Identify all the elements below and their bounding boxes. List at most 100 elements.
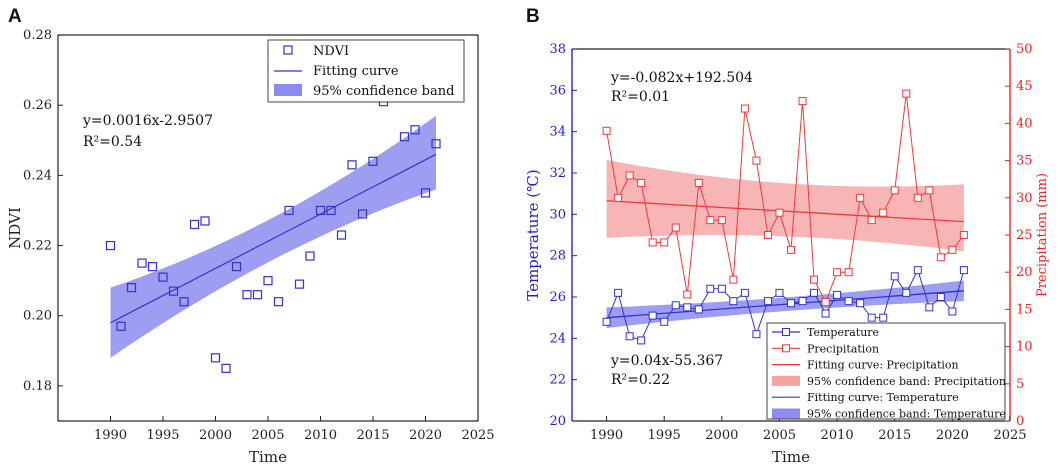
ndvi-point-2011 [326,205,336,216]
temperature-point-1994 [648,311,657,320]
ndvi-point-2003 [242,290,252,300]
temperature-point-2005 [775,288,784,297]
ndvi-point-2020 [420,188,431,198]
precipitation-point-2018 [925,186,934,195]
y-tick-label-a: 0.28 [23,28,52,43]
temperature-point-2004 [763,297,772,306]
precipitation-point-2017 [913,193,922,202]
x-tick-label-a: 2000 [199,428,232,443]
precipitation-point-1993 [637,178,646,187]
precipitation-point-1995 [660,238,669,247]
y-left-tick-label-b: 32 [549,166,566,181]
y-left-tick-label-b: 20 [549,414,566,429]
legend-label-b-3: 95% confidence band: Precipitation [807,375,1006,388]
ndvi-point-1994 [147,262,158,272]
y-right-tick-label-b: 35 [1016,154,1033,169]
y-left-tick-label-b: 26 [549,290,566,305]
precipitation-point-2010 [833,268,842,277]
temperature-point-1992 [625,332,634,341]
confidence-band-a [110,115,436,358]
temperature-point-2015 [890,272,899,281]
temperature-point-2017 [913,266,922,275]
x-tick-label-a: 2015 [356,428,389,443]
precipitation-point-2003 [752,156,761,165]
y-right-tick-label-b: 50 [1016,42,1033,57]
y-right-tick-label-b: 25 [1016,228,1033,243]
precipitation-point-2016 [902,89,911,98]
precipitation-point-2005 [775,208,784,217]
temperature-point-2018 [925,303,934,312]
y-left-tick-label-b: 24 [549,331,566,346]
temperature-point-1991 [614,288,623,297]
ndvi-point-2006 [273,297,284,307]
x-tick-label-b: 1995 [648,428,681,443]
ndvi-point-2002 [231,262,242,272]
temperature-point-1993 [637,336,646,345]
y-tick-label-a: 0.18 [23,379,52,394]
x-axis-label-a: Time [249,448,287,466]
ndvi-point-2013 [347,160,357,170]
r2-a: R²=0.54 [83,134,142,150]
y-right-tick-label-b: 0 [1016,414,1024,429]
precipitation-point-2013 [867,216,876,225]
temperature-point-2020 [948,307,957,316]
temperature-point-2003 [752,330,761,339]
fit-line-temperature [606,290,964,319]
ndvi-point-2015 [368,156,378,166]
temperature-point-2002 [740,288,749,297]
temperature-point-2012 [856,299,865,308]
chart-b-climate: 1990 1995 2000 2005 2010 2015 2020 202520222426… [524,42,1050,466]
x-tick-label-a: 2025 [461,428,494,443]
temperature-point-2021 [959,266,968,275]
y-left-tick-label-b: 34 [549,125,566,140]
y-left-axis-label-b: Temperature (℃) [524,169,542,301]
x-tick-label-b: 2000 [705,428,738,443]
y-right-tick-label-b: 20 [1016,265,1033,280]
legend-label-b-5: 95% confidence band: Temperature [807,408,1006,421]
x-axis-label-b: Time [772,448,810,466]
y-right-tick-label-b: 40 [1016,116,1033,131]
y-right-tick-label-b: 45 [1016,79,1033,94]
temperature-point-1998 [694,305,703,314]
x-tick-label-a: 2020 [409,428,442,443]
y-left-tick-label-b: 28 [549,249,566,264]
equation-precipitation: y=-0.082x+192.504 [610,70,753,86]
precipitation-point-1991 [614,193,623,202]
legend-label-ndvi: NDVI [313,44,349,59]
precipitation-point-2006 [787,245,795,254]
legend-square-b-1 [782,344,790,353]
precipitation-point-2000 [717,216,726,225]
temperature-point-2001 [729,297,738,306]
r2-precipitation: R²=0.01 [611,89,670,105]
ndvi-point-1991 [116,321,126,331]
legend-marker-ndvi [283,45,293,55]
y-tick-label-a: 0.24 [23,168,52,183]
legend-label-b-4: Fitting curve: Temperature [807,391,959,404]
legend-label-band: 95% confidence band [313,84,454,99]
ndvi-point-2018 [399,132,410,142]
ndvi-point-1992 [126,283,137,293]
precipitation-point-2002 [740,104,749,113]
y-left-tick-label-b: 36 [549,83,566,98]
temperature-point-2009 [821,309,830,318]
equation-a: y=0.0016x-2.9507 [82,113,213,129]
ndvi-point-1990 [105,240,116,251]
y-left-tick-label-b: 30 [549,207,566,222]
legend-marker-band [274,84,302,96]
temperature-point-2008 [810,288,819,297]
precipitation-point-1998 [694,178,703,187]
x-tick-label-a: 1995 [146,428,179,443]
ndvi-point-2008 [294,279,305,289]
ndvi-point-2010 [315,205,326,216]
precipitation-point-2021 [959,231,968,239]
x-tick-label-b: 1990 [590,428,623,443]
temperature-point-1996 [671,301,680,310]
ndvi-point-2007 [284,205,294,216]
ndvi-point-2021 [431,139,441,149]
y-tick-label-a: 0.22 [23,239,52,254]
x-tick-label-a: 2005 [251,428,284,443]
temperature-point-1999 [706,284,715,293]
precipitation-point-1990 [602,126,611,135]
